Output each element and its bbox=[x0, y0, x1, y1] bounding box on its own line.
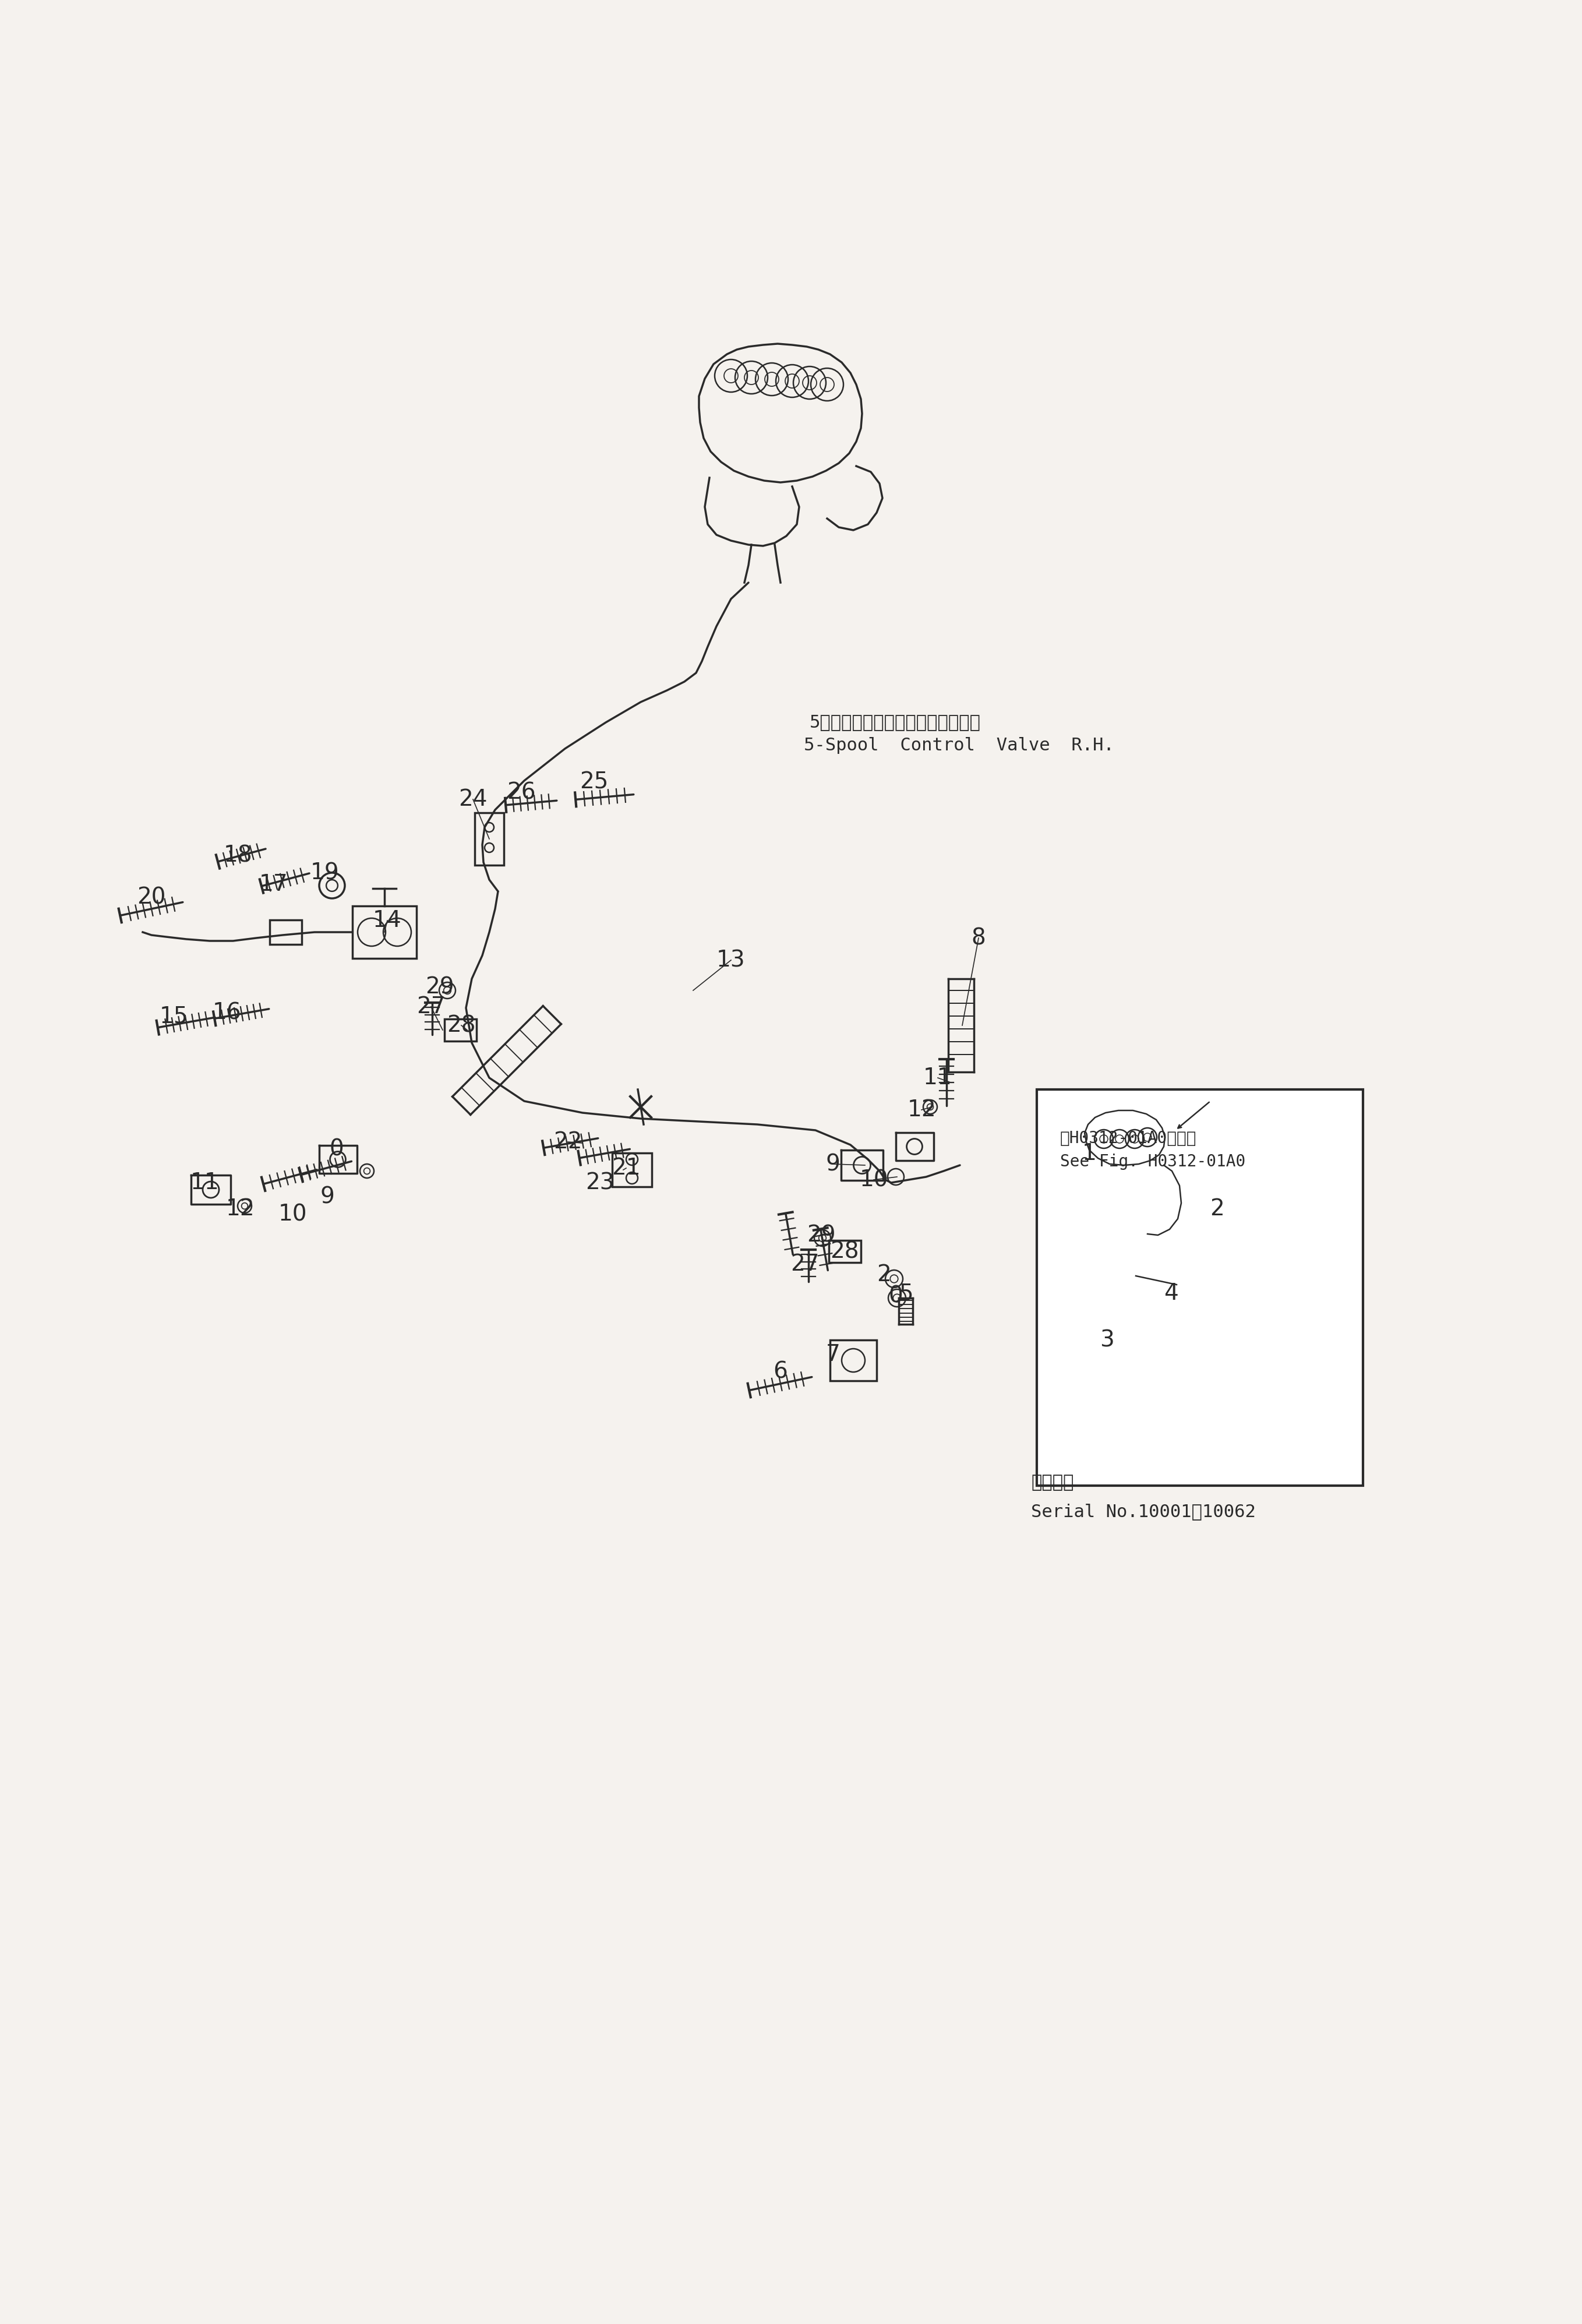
Text: 18: 18 bbox=[223, 844, 252, 867]
Text: 9: 9 bbox=[320, 1185, 335, 1208]
Text: 11: 11 bbox=[924, 1067, 952, 1090]
Text: 22: 22 bbox=[554, 1132, 582, 1153]
Text: 19: 19 bbox=[310, 862, 340, 883]
Text: 12: 12 bbox=[906, 1099, 937, 1120]
Text: 7: 7 bbox=[826, 1343, 840, 1367]
Text: 10: 10 bbox=[859, 1169, 888, 1190]
Text: 8: 8 bbox=[971, 927, 986, 948]
Text: 24: 24 bbox=[459, 788, 487, 811]
Text: 6: 6 bbox=[774, 1362, 788, 1383]
Text: 1: 1 bbox=[1082, 1143, 1096, 1164]
Text: 29: 29 bbox=[426, 976, 454, 999]
Text: 28: 28 bbox=[831, 1241, 859, 1262]
Text: Serial No.10001～10062: Serial No.10001～10062 bbox=[1031, 1504, 1256, 1520]
Text: 0: 0 bbox=[889, 1285, 903, 1308]
Text: 13: 13 bbox=[717, 948, 745, 971]
Text: 23: 23 bbox=[585, 1171, 614, 1195]
Text: 11: 11 bbox=[190, 1171, 220, 1195]
Text: 21: 21 bbox=[612, 1157, 641, 1178]
Text: 5-Spool  Control  Valve  R.H.: 5-Spool Control Valve R.H. bbox=[804, 737, 1114, 753]
Text: 14: 14 bbox=[373, 909, 402, 932]
Text: 20: 20 bbox=[138, 885, 166, 909]
Text: 2: 2 bbox=[876, 1264, 891, 1285]
Text: 5: 5 bbox=[899, 1283, 913, 1304]
Text: See Fig. H0312-01A0: See Fig. H0312-01A0 bbox=[1060, 1153, 1245, 1169]
Text: 29: 29 bbox=[807, 1225, 835, 1246]
Text: 17: 17 bbox=[259, 874, 288, 895]
Text: 10: 10 bbox=[278, 1204, 307, 1225]
Text: 3: 3 bbox=[1099, 1329, 1114, 1350]
Text: 適用号機: 適用号機 bbox=[1031, 1473, 1074, 1492]
Text: 5スプールコントロールバルブ　右: 5スプールコントロールバルブ 右 bbox=[810, 713, 981, 730]
Bar bbox=[1036, 1090, 1364, 1485]
Text: 16: 16 bbox=[212, 1002, 242, 1023]
Text: 27: 27 bbox=[791, 1253, 819, 1276]
Text: 2: 2 bbox=[1210, 1197, 1224, 1220]
Text: 25: 25 bbox=[579, 772, 609, 792]
Text: 第H0312-01A0図参照: 第H0312-01A0図参照 bbox=[1060, 1129, 1196, 1146]
Text: 28: 28 bbox=[446, 1013, 476, 1037]
Text: 26: 26 bbox=[506, 781, 536, 804]
Text: 4: 4 bbox=[1164, 1283, 1179, 1304]
Text: 9: 9 bbox=[826, 1153, 840, 1176]
Text: 27: 27 bbox=[416, 995, 446, 1018]
Text: 12: 12 bbox=[226, 1197, 255, 1220]
Text: 15: 15 bbox=[160, 1006, 188, 1027]
Text: 0: 0 bbox=[329, 1139, 343, 1160]
